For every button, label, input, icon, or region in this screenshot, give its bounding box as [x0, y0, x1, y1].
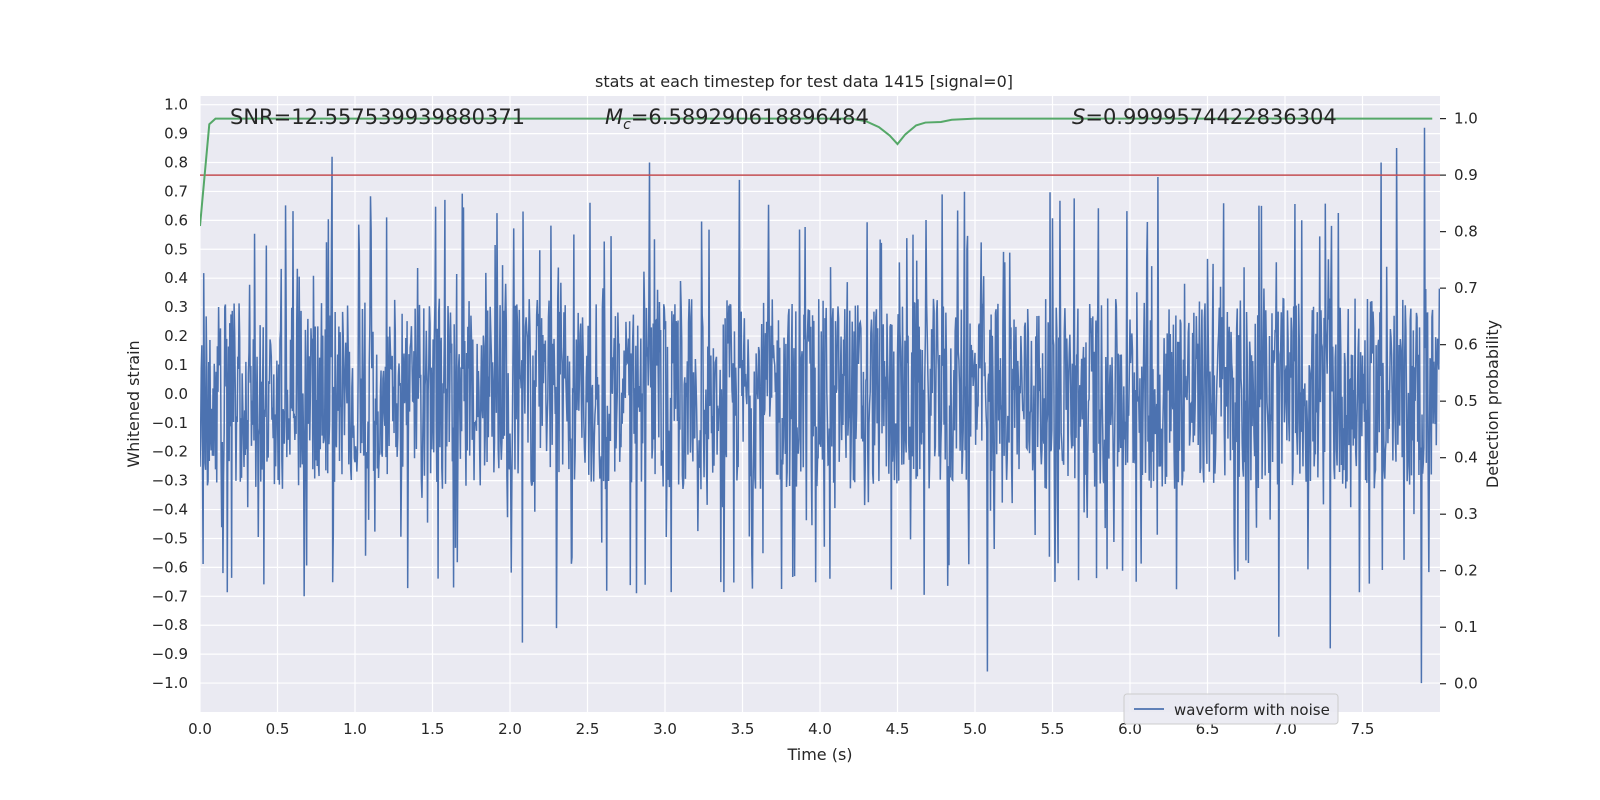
- y-tick-label: 0.1: [164, 356, 188, 374]
- x-axis-ticks: 0.0 0.5 1.0 1.5 2.0 2.5 3.0 3.5 4.0 4.5 5.0 5.5 6.0 6…: [188, 720, 1374, 738]
- y-tick-label: 0.4: [164, 269, 188, 287]
- y2-tick-label: 0.4: [1454, 449, 1478, 467]
- y-axis-label: Whitened strain: [124, 340, 143, 467]
- y2-tick-label: 0.5: [1454, 392, 1478, 410]
- y-tick-label: −0.9: [152, 645, 188, 663]
- y2-tick-label: 0.6: [1454, 336, 1478, 354]
- y-tick-label: −1.0: [152, 674, 188, 692]
- y2-tick-label: 0.1: [1454, 618, 1478, 636]
- mc-subscript: c: [623, 117, 631, 133]
- legend: waveform with noise: [1123, 693, 1339, 725]
- y2-tick-label: 0.2: [1454, 562, 1478, 580]
- y-tick-label: −0.4: [152, 501, 188, 519]
- x-tick-label: 0.0: [188, 720, 212, 738]
- y-tick-label: −0.3: [152, 472, 188, 490]
- x-tick-label: 3.0: [653, 720, 677, 738]
- y2-tick-label: 0.7: [1454, 279, 1478, 297]
- y-tick-label: 0.8: [164, 154, 188, 172]
- waveform-series: [200, 127, 1440, 684]
- x-tick-label: 4.0: [808, 720, 832, 738]
- x-tick-label: 4.5: [886, 720, 910, 738]
- x-tick-label: 2.5: [576, 720, 600, 738]
- mc-symbol: M: [605, 105, 623, 129]
- y-axis-ticks: 1.0 0.9 0.8 0.7 0.6 0.5 0.4 0.3 0.2 0.1 0.0 −0.1 −0.…: [152, 96, 188, 692]
- s-value: =0.9999574422836304: [1085, 105, 1336, 129]
- mc-value: =6.589290618896484: [631, 105, 869, 129]
- y-tick-label: −0.8: [152, 616, 188, 634]
- y2-tick-label: 1.0: [1454, 110, 1478, 128]
- x-tick-label: 5.0: [963, 720, 987, 738]
- x-tick-label: 3.5: [731, 720, 755, 738]
- y-tick-label: 0.5: [164, 240, 188, 258]
- x-tick-label: 1.5: [421, 720, 445, 738]
- y-tick-label: 0.0: [164, 385, 188, 403]
- legend-label: waveform with noise: [1174, 701, 1330, 719]
- x-tick-label: 0.5: [266, 720, 290, 738]
- s-symbol: S: [1072, 105, 1085, 129]
- y2-tick-label: 0.8: [1454, 223, 1478, 241]
- chart-title: stats at each timestep for test data 141…: [595, 72, 1013, 91]
- y-tick-label: 1.0: [164, 96, 188, 114]
- plot-content: [200, 117, 1440, 684]
- y2-axis-label: Detection probability: [1483, 320, 1502, 488]
- y-tick-label: −0.1: [152, 414, 188, 432]
- y-tick-label: 0.2: [164, 327, 188, 345]
- y2-tick-label: 0.3: [1454, 505, 1478, 523]
- y2-tick-label: 0.0: [1454, 675, 1478, 693]
- x-tick-label: 5.5: [1041, 720, 1065, 738]
- x-tick-label: 7.5: [1351, 720, 1375, 738]
- y-tick-label: 0.6: [164, 211, 188, 229]
- y-tick-label: 0.9: [164, 125, 188, 143]
- x-axis-label: Time (s): [786, 745, 852, 764]
- x-tick-label: 2.0: [498, 720, 522, 738]
- mc-annotation: Mc=6.589290618896484: [605, 105, 869, 133]
- y-tick-label: −0.2: [152, 443, 188, 461]
- y2-tick-label: 0.9: [1454, 166, 1478, 184]
- x-tick-label: 1.0: [343, 720, 367, 738]
- y-tick-label: 0.3: [164, 298, 188, 316]
- y-tick-label: −0.7: [152, 587, 188, 605]
- legend-box: [1123, 693, 1339, 725]
- snr-annotation: SNR=12.557539939880371: [230, 105, 525, 129]
- y-tick-label: 0.7: [164, 182, 188, 200]
- y2-axis-ticks: 1.0 0.9 0.8 0.7 0.6 0.5 0.4 0.3 0.2 0.1 0.0: [1440, 110, 1478, 693]
- s-annotation: S=0.9999574422836304: [1072, 105, 1337, 129]
- detection-probability-line: [200, 117, 1433, 227]
- y-tick-label: −0.5: [152, 529, 188, 547]
- y-tick-label: −0.6: [152, 558, 188, 576]
